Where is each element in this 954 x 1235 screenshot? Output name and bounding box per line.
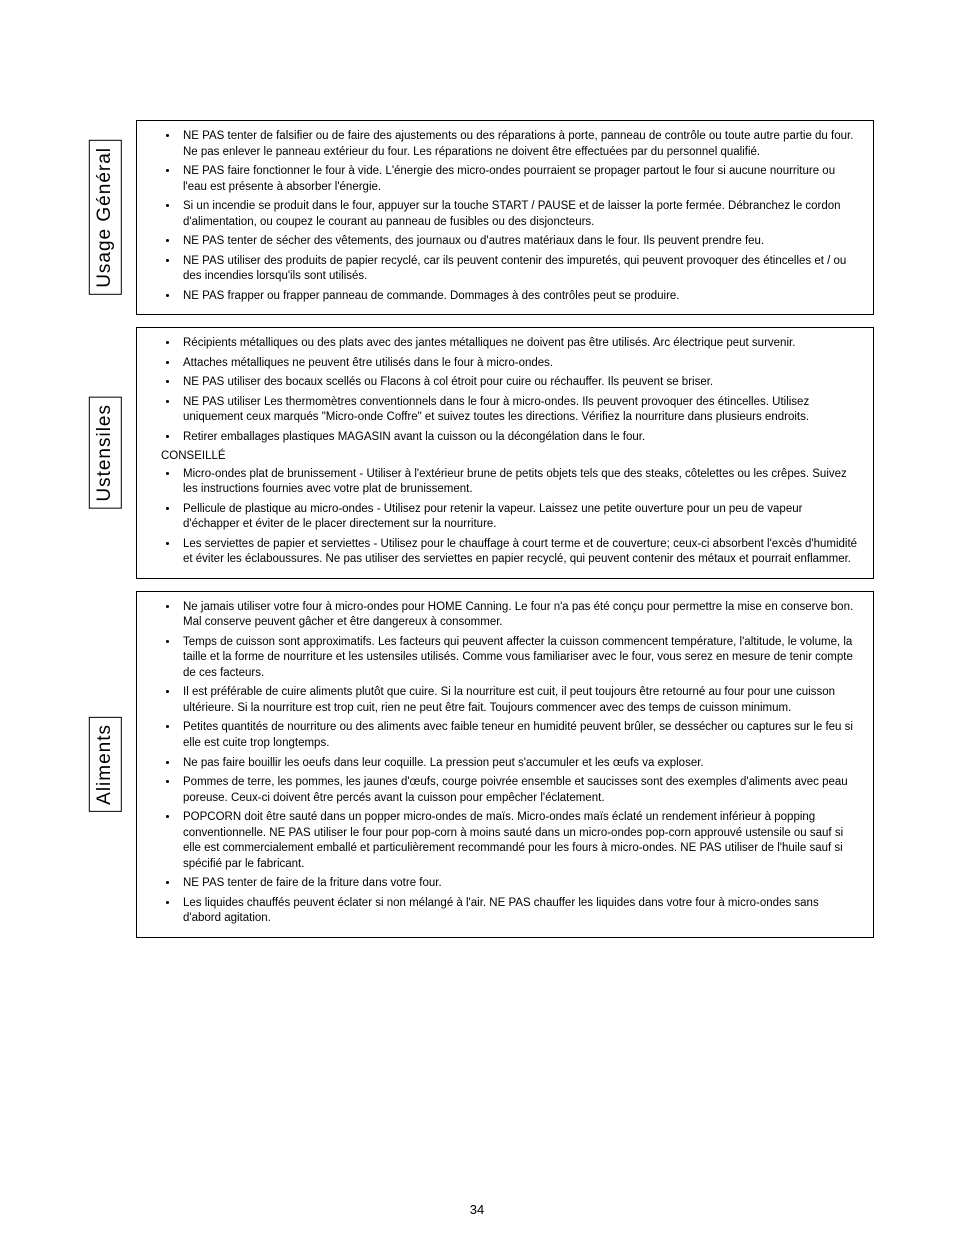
list-item: Récipients métalliques ou des plats avec…: [179, 336, 859, 352]
tab-ustensiles: Ustensiles: [89, 397, 122, 509]
list-item: POPCORN doit être sauté dans un popper m…: [179, 810, 859, 872]
content-usage: NE PAS tenter de falsifier ou de faire d…: [136, 120, 874, 315]
content-ustensiles: Récipients métalliques ou des plats avec…: [136, 327, 874, 579]
list-item: Retirer emballages plastiques MAGASIN av…: [179, 430, 859, 446]
tab-aliments: Aliments: [89, 717, 122, 812]
list-item: NE PAS utiliser Les thermomètres convent…: [179, 395, 859, 426]
list-item: Les liquides chauffés peuvent éclater si…: [179, 896, 859, 927]
list-item: NE PAS faire fonctionner le four à vide.…: [179, 164, 859, 195]
content-aliments: Ne jamais utiliser votre four à micro-on…: [136, 591, 874, 938]
list-ustensiles-top: Récipients métalliques ou des plats avec…: [141, 336, 859, 445]
list-item: NE PAS tenter de falsifier ou de faire d…: [179, 129, 859, 160]
list-item: NE PAS utiliser des bocaux scellés ou Fl…: [179, 375, 859, 391]
list-item: Ne pas faire bouillir les oeufs dans leu…: [179, 756, 859, 772]
list-item: Attaches métalliques ne peuvent être uti…: [179, 356, 859, 372]
list-item: Les serviettes de papier et serviettes -…: [179, 537, 859, 568]
section-usage: Usage Général NE PAS tenter de falsifier…: [80, 120, 874, 315]
tab-usage-general: Usage Général: [89, 140, 122, 295]
list-aliments: Ne jamais utiliser votre four à micro-on…: [141, 600, 859, 927]
section-aliments: Aliments Ne jamais utiliser votre four à…: [80, 591, 874, 938]
tab-col-ustensiles: Ustensiles: [80, 327, 130, 579]
list-item: NE PAS tenter de faire de la friture dan…: [179, 876, 859, 892]
list-item: Temps de cuisson sont approximatifs. Les…: [179, 635, 859, 682]
list-item: Ne jamais utiliser votre four à micro-on…: [179, 600, 859, 631]
tab-col-aliments: Aliments: [80, 591, 130, 938]
list-item: Micro-ondes plat de brunissement - Utili…: [179, 467, 859, 498]
subheading-conseille: CONSEILLÉ: [161, 449, 859, 465]
list-item: Pommes de terre, les pommes, les jaunes …: [179, 775, 859, 806]
list-item: Il est préférable de cuire aliments plut…: [179, 685, 859, 716]
list-item: Si un incendie se produit dans le four, …: [179, 199, 859, 230]
list-item: Petites quantités de nourriture ou des a…: [179, 720, 859, 751]
list-usage: NE PAS tenter de falsifier ou de faire d…: [141, 129, 859, 304]
section-ustensiles: Ustensiles Récipients métalliques ou des…: [80, 327, 874, 579]
list-item: NE PAS utiliser des produits de papier r…: [179, 254, 859, 285]
list-item: NE PAS tenter de sécher des vêtements, d…: [179, 234, 859, 250]
list-ustensiles-bottom: Micro-ondes plat de brunissement - Utili…: [141, 467, 859, 568]
tab-col-usage: Usage Général: [80, 120, 130, 315]
document-page: Usage Général NE PAS tenter de falsifier…: [0, 0, 954, 1235]
list-item: Pellicule de plastique au micro-ondes - …: [179, 502, 859, 533]
list-item: NE PAS frapper ou frapper panneau de com…: [179, 289, 859, 305]
page-number: 34: [0, 1202, 954, 1217]
